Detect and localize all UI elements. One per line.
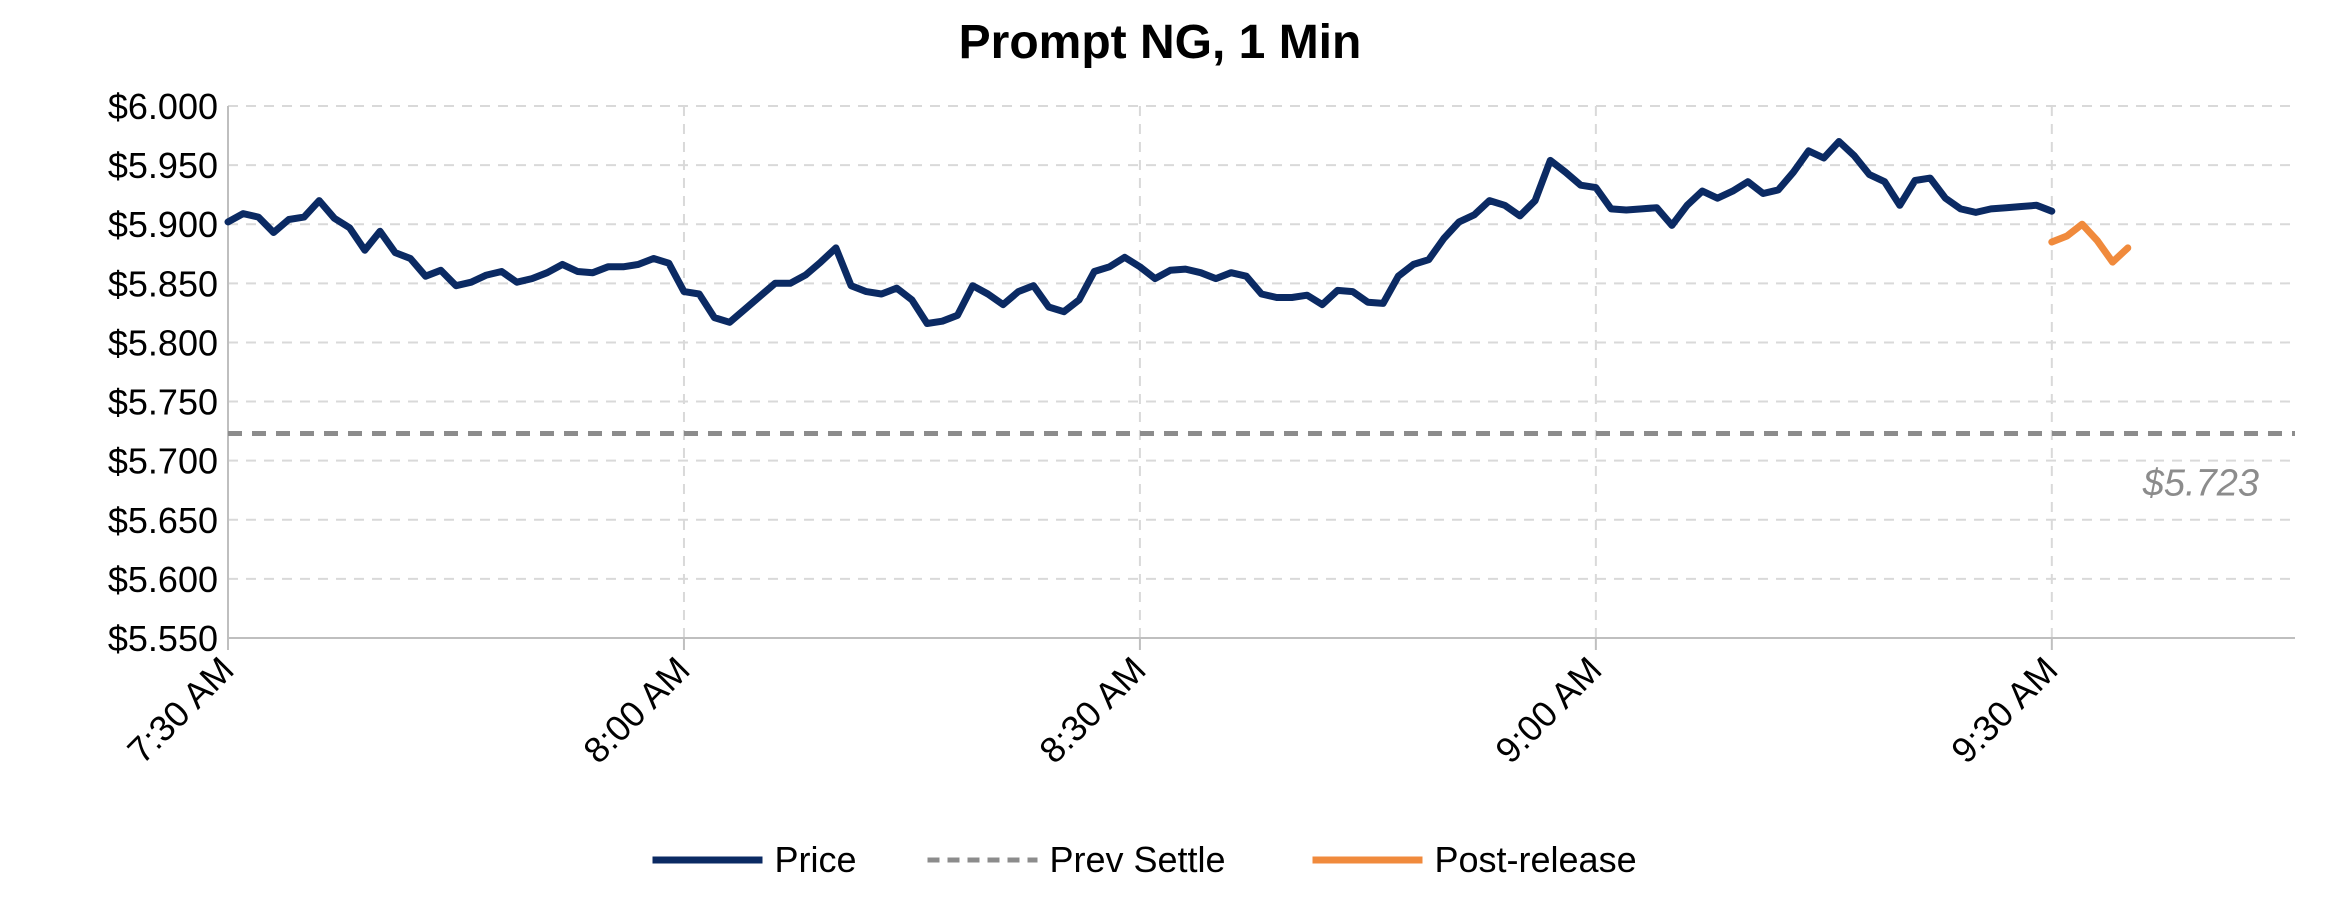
prev-settle-label: $5.723 [2142,462,2259,504]
y-tick-label: $5.950 [108,145,218,186]
legend-item-post-release: Post-release [1312,839,1637,880]
x-tick-label: 8:30 AM [1031,649,1153,771]
gridlines [228,105,2295,638]
y-tick-label: $6.000 [108,86,218,127]
legend: Price Prev Settle Post-release [652,839,1637,880]
y-tick-label: $5.700 [108,441,218,482]
series-line-post-release [2048,220,2132,266]
y-tick-label: $5.750 [108,382,218,423]
x-tick-label: 7:30 AM [119,649,241,771]
y-tick-label: $5.800 [108,322,218,363]
x-tick-label: 9:30 AM [1943,649,2065,771]
y-tick-label: $5.650 [108,500,218,541]
legend-item-price: Price [652,839,857,880]
y-tick-label: $5.550 [108,618,218,659]
y-tick-label: $5.600 [108,559,218,600]
chart-title: Prompt NG, 1 Min [959,16,1362,69]
series-layer [224,138,2295,436]
series-line-price [224,138,2056,327]
y-tick-label: $5.850 [108,263,218,304]
legend-label-post-release: Post-release [1435,839,1637,880]
axes: $5.550 $5.600 $5.650 $5.700 $5.750 $5.800 $5.8… [108,86,2295,771]
legend-item-prev-settle: Prev Settle [927,839,1226,880]
y-tick-label: $5.900 [108,204,218,245]
annotations: $5.723 [2142,462,2259,504]
x-tick-label: 9:00 AM [1487,649,1609,771]
legend-label-prev-settle: Prev Settle [1050,839,1226,880]
x-tick-label: 8:00 AM [575,649,697,771]
legend-label-price: Price [775,839,857,880]
